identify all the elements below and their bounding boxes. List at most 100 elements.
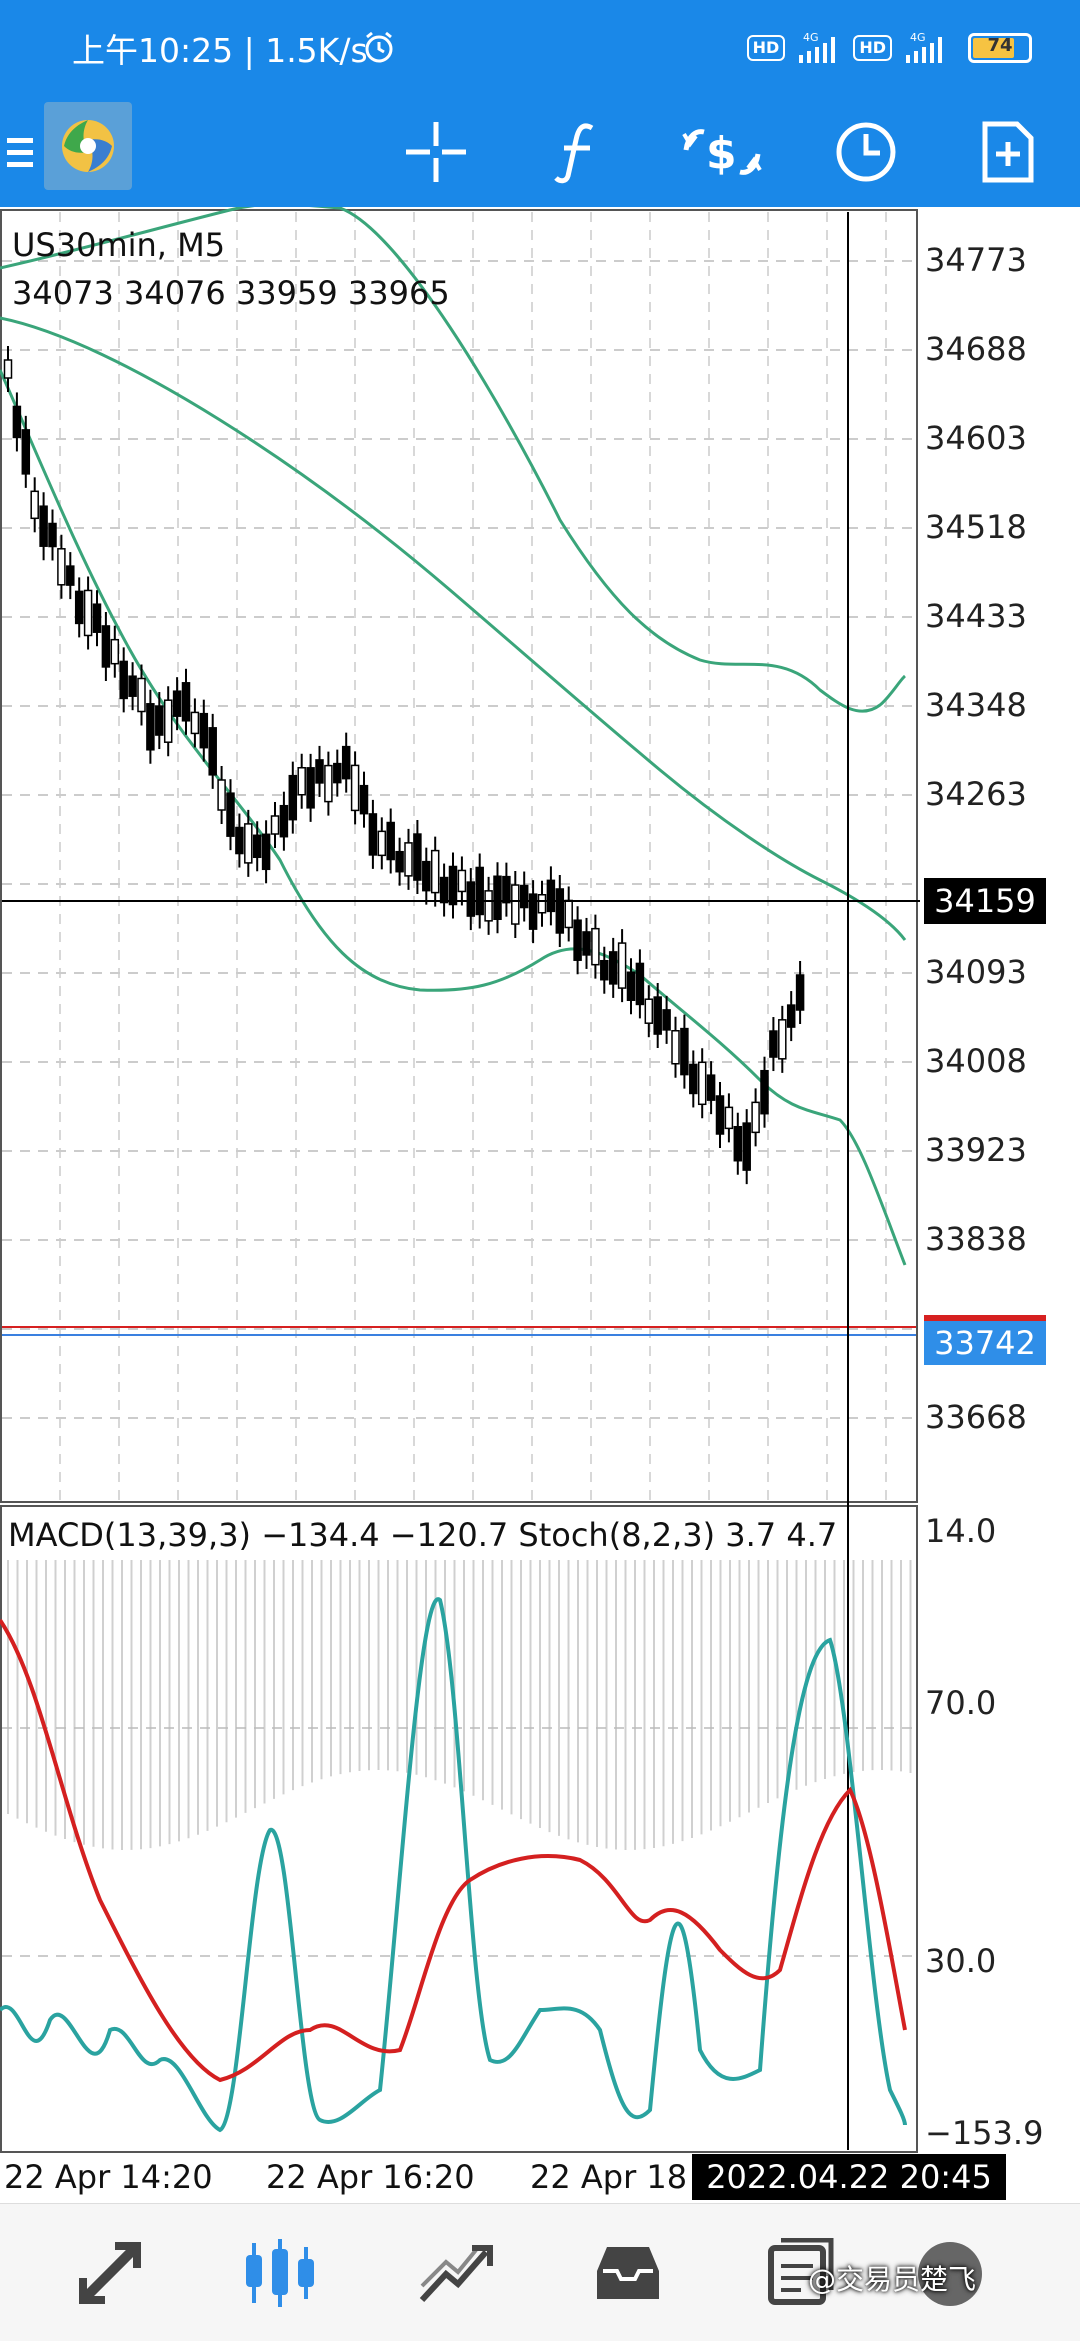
- candle-body: [324, 764, 333, 803]
- watermark: @交易员楚飞: [808, 2263, 977, 2296]
- signal-icon: 4G: [799, 31, 836, 63]
- candle-body: [146, 703, 155, 751]
- candle-body: [306, 767, 315, 809]
- candle-body: [671, 1030, 680, 1065]
- candle-body: [226, 792, 235, 837]
- candle-body: [368, 813, 378, 856]
- candle-body: [119, 660, 128, 700]
- toolbar: $: [0, 97, 1080, 207]
- stoch-main-line: [0, 1597, 907, 2133]
- objects-icon: $: [682, 128, 762, 179]
- candle-body: [430, 849, 440, 894]
- objects-button[interactable]: $: [676, 97, 768, 207]
- candle-body: [715, 1095, 725, 1135]
- candle-body: [697, 1061, 707, 1106]
- price-label: 34773: [925, 241, 1027, 279]
- nav-chart[interactable]: [220, 2204, 340, 2341]
- bollinger-band: [0, 316, 907, 941]
- candle-body: [181, 682, 191, 722]
- candle-body: [546, 879, 556, 913]
- candle-body: [439, 876, 449, 904]
- chart-canvas[interactable]: [0, 207, 1080, 2203]
- indicator-pane-frame: [0, 1505, 918, 2153]
- indicator-f-icon: [554, 123, 594, 184]
- bollinger-band: [0, 369, 907, 1266]
- price-pane-frame: [0, 209, 918, 1503]
- candle-body: [573, 919, 582, 961]
- price-label: 34688: [925, 330, 1027, 368]
- svg-text:4G: 4G: [910, 31, 926, 44]
- candle-body: [626, 971, 636, 1001]
- candle-body: [404, 842, 413, 877]
- candle-body: [110, 638, 120, 665]
- candle-body: [128, 675, 137, 697]
- status-bar: 上午10:25 | 1.5K/s HD 4G HD 4G 74: [0, 0, 1080, 97]
- price-label: 33838: [925, 1220, 1027, 1258]
- time-axis-label: 22 Apr 14:20: [4, 2158, 213, 2196]
- candle-body: [333, 762, 342, 784]
- price-label: 33668: [925, 1398, 1027, 1436]
- bollinger-band: [0, 207, 907, 713]
- new-order-icon: [982, 121, 1034, 183]
- crosshair-price-badge: 34159: [924, 878, 1046, 924]
- candle-body: [484, 890, 493, 922]
- alarm-icon: [365, 31, 393, 63]
- stoch-signal-line: [0, 1618, 907, 2083]
- candle-body: [608, 951, 618, 985]
- candle-body: [786, 1004, 796, 1028]
- candle-body: [742, 1122, 751, 1171]
- candle-body: [217, 779, 226, 811]
- candle-body: [413, 833, 422, 881]
- nav-messages[interactable]: [740, 2204, 860, 2341]
- candle-body: [751, 1101, 760, 1134]
- candle-body: [163, 699, 173, 743]
- nav-history[interactable]: [568, 2204, 688, 2341]
- candle-body: [689, 1063, 698, 1095]
- battery-icon: 74: [968, 33, 1032, 63]
- crosshair-button[interactable]: [390, 97, 482, 207]
- candle-body: [519, 884, 529, 909]
- candle-body: [66, 565, 75, 586]
- candle-body: [155, 705, 164, 736]
- messages-icon: [768, 2237, 834, 2305]
- crosshair-time-badge: 2022.04.22 20:45: [692, 2154, 1006, 2200]
- candle-body: [252, 834, 262, 859]
- candle-body: [350, 764, 360, 812]
- candle-body: [466, 881, 476, 917]
- candle-body: [724, 1106, 734, 1130]
- candle-body: [270, 815, 280, 835]
- metatrader-logo[interactable]: [44, 102, 132, 190]
- status-time: 上午10:25 | 1.5K/s: [72, 31, 368, 70]
- candle-body: [208, 727, 217, 776]
- candle-body: [315, 759, 324, 784]
- candle-body: [235, 826, 244, 855]
- indicators-button[interactable]: [530, 97, 622, 207]
- indicator-axis-label: 30.0: [925, 1942, 997, 1980]
- candle-body: [555, 888, 565, 934]
- menu-button[interactable]: [0, 97, 40, 207]
- candle-body: [778, 1019, 787, 1060]
- candle-body: [279, 804, 289, 838]
- price-label: 34518: [925, 508, 1027, 546]
- new-order-button[interactable]: [962, 97, 1054, 207]
- candle-body: [582, 931, 591, 956]
- timeframe-button[interactable]: [820, 97, 912, 207]
- candle-body: [662, 1009, 671, 1031]
- price-label: 34348: [925, 686, 1027, 724]
- candle-body: [422, 860, 431, 892]
- candle-body: [261, 833, 271, 871]
- candle-body: [769, 1030, 778, 1058]
- nav-quotes[interactable]: [50, 2204, 170, 2341]
- candle-body: [21, 429, 31, 475]
- price-label: 34433: [925, 597, 1027, 635]
- indicator-axis-label: −153.9: [925, 2114, 1044, 2152]
- svg-text:4G: 4G: [803, 31, 819, 44]
- candle-body: [297, 767, 306, 796]
- candle-body: [475, 866, 484, 916]
- candle-body: [288, 774, 298, 821]
- candle-body: [39, 505, 48, 547]
- candle-body: [137, 677, 146, 713]
- crosshair-icon: [406, 122, 466, 182]
- nav-trade[interactable]: [396, 2204, 516, 2341]
- candle-body: [74, 590, 84, 625]
